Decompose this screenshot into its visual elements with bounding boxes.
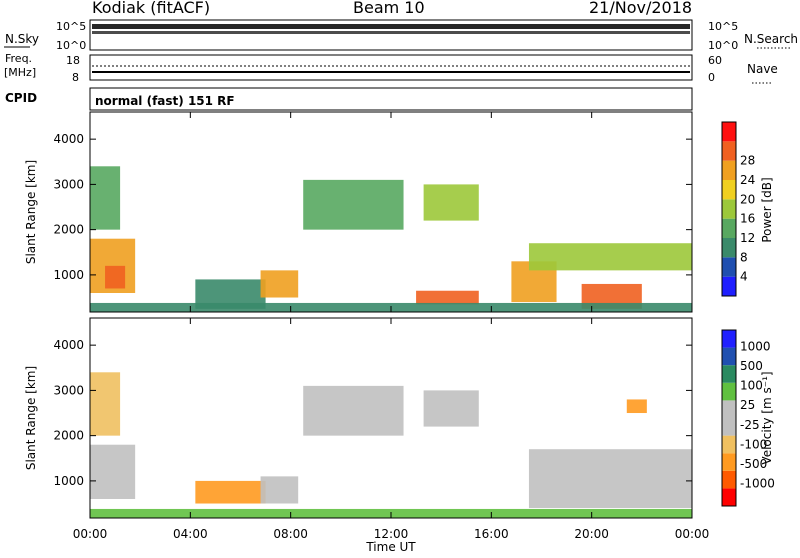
velocity-colorbar-tick-2: 100	[740, 379, 763, 393]
power-region-5	[303, 179, 404, 230]
power-colorbar-tick-3: 16	[740, 212, 755, 226]
freq-tick-top: 18	[66, 54, 80, 67]
power-colorbar-seg-0	[722, 276, 736, 296]
power-ytick-label-1: 2000	[53, 223, 84, 237]
nsky-label: N.Sky	[5, 32, 39, 46]
velocity-colorbar-tick-1: 500	[740, 359, 763, 373]
velocity-region-7	[626, 399, 647, 414]
velocity-colorbar: 1000 500 100 25 -25 -100 -500 -1000	[721, 329, 775, 507]
x-tick-label-3: 12:00	[374, 527, 409, 541]
x-tick-label-0: 00:00	[73, 527, 108, 541]
velocity-colorbar-seg-2	[722, 453, 736, 471]
power-ylabel: Slant Range [km]	[24, 160, 38, 264]
x-tick-label-1: 04:00	[173, 527, 208, 541]
power-region-7	[416, 290, 479, 305]
velocity-colorbar-label: Velocity [m s⁻¹]	[760, 371, 774, 464]
cpid-label: CPID	[5, 91, 37, 105]
velocity-colorbar-seg-3	[722, 435, 736, 454]
power-colorbar-tick-1: 8	[740, 250, 748, 264]
freq-panel	[89, 54, 693, 81]
nave-label: Nave	[747, 62, 778, 76]
velocity-colorbar-seg-6	[722, 382, 736, 401]
velocity-colorbar-tick-7: -1000	[740, 476, 775, 490]
velocity-ylabel: Slant Range [km]	[24, 366, 38, 470]
power-colorbar-tick-4: 20	[740, 192, 755, 206]
x-tick-label-2: 08:00	[273, 527, 308, 541]
power-colorbar-frame	[721, 121, 737, 297]
power-colorbar-label: Power [dB]	[760, 177, 774, 242]
velocity-region-2	[195, 480, 266, 504]
freq-tick-bottom: 8	[72, 71, 79, 84]
power-colorbar-seg-8	[722, 122, 736, 142]
velocity-region-6	[528, 449, 692, 509]
velocity-colorbar-tick-0: 1000	[740, 340, 771, 354]
cpid-panel	[89, 87, 693, 111]
nsky-panel	[89, 19, 693, 51]
nave-tick-top: 60	[708, 54, 722, 67]
velocity-ytick-label-2: 3000	[53, 383, 84, 397]
velocity-colorbar-seg-8	[722, 347, 736, 366]
velocity-region-3	[260, 476, 299, 504]
power-colorbar-seg-7	[722, 141, 736, 161]
velocity-colorbar-seg-4	[722, 418, 736, 436]
nave-tick-bottom: 0	[708, 71, 715, 84]
velocity-ytick-label-1: 2000	[53, 429, 84, 443]
power-colorbar-seg-1	[722, 257, 736, 277]
velocity-colorbar-seg-1	[722, 470, 736, 489]
power-panel: 1000 2000 3000 4000	[53, 111, 693, 313]
power-ytick-label-2: 3000	[53, 177, 84, 191]
nsky-tick-bottom: 10^0	[56, 39, 86, 52]
velocity-panel: 1000 2000 3000 4000	[53, 317, 693, 519]
velocity-colorbar-frame	[721, 329, 737, 507]
x-tick-label-5: 20:00	[574, 527, 609, 541]
velocity-region-5	[423, 390, 479, 427]
x-tick-label-6: 00:00	[675, 527, 710, 541]
power-region-9	[528, 243, 692, 271]
cpid-text: normal (fast) 151 RF	[95, 94, 235, 108]
power-region-2	[90, 166, 121, 230]
power-colorbar-seg-2	[722, 238, 736, 258]
velocity-colorbar-seg-9	[722, 330, 736, 348]
velocity-ytick-label-0: 1000	[53, 474, 84, 488]
power-region-4	[260, 270, 299, 298]
power-ytick-label-3: 4000	[53, 132, 84, 146]
velocity-colorbar-seg-7	[722, 365, 736, 383]
power-region-6	[423, 184, 479, 221]
velocity-colorbar-tick-6: -500	[740, 457, 767, 471]
freq-label-line2: [MHz]	[4, 66, 36, 79]
station-title: Kodiak (fitACF)	[92, 0, 210, 17]
x-axis-label: Time UT	[365, 540, 416, 554]
power-region-1	[105, 265, 126, 289]
velocity-region-4	[303, 385, 404, 436]
velocity-colorbar-seg-0	[722, 488, 736, 506]
power-colorbar-tick-2: 12	[740, 231, 755, 245]
power-colorbar-seg-6	[722, 160, 736, 180]
velocity-colorbar-tick-3: 25	[740, 398, 755, 412]
velocity-colorbar-tick-5: -100	[740, 437, 767, 451]
power-colorbar-seg-5	[722, 180, 736, 200]
power-ytick-label-0: 1000	[53, 268, 84, 282]
date-title: 21/Nov/2018	[589, 0, 692, 17]
power-colorbar-seg-3	[722, 218, 736, 238]
power-colorbar-tick-6: 28	[740, 154, 755, 168]
nsearch-tick-top: 10^5	[708, 20, 738, 33]
velocity-region-1	[90, 372, 121, 436]
velocity-region-0	[90, 444, 136, 499]
beam-title: Beam 10	[353, 0, 425, 17]
power-colorbar-tick-0: 4	[740, 270, 748, 284]
x-tick-label-4: 16:00	[474, 527, 509, 541]
power-colorbar: 4 8 12 16 20 24 28	[721, 121, 755, 297]
nsearch-label: N.Search	[744, 32, 798, 46]
velocity-ytick-label-3: 4000	[53, 338, 84, 352]
freq-label-line1: Freq.	[5, 52, 32, 65]
velocity-colorbar-tick-4: -25	[740, 418, 760, 432]
power-colorbar-tick-5: 24	[740, 173, 755, 187]
power-colorbar-seg-4	[722, 199, 736, 219]
velocity-colorbar-seg-5	[722, 400, 736, 418]
nsearch-tick-bottom: 10^0	[708, 39, 738, 52]
nsky-tick-top: 10^5	[56, 20, 86, 33]
